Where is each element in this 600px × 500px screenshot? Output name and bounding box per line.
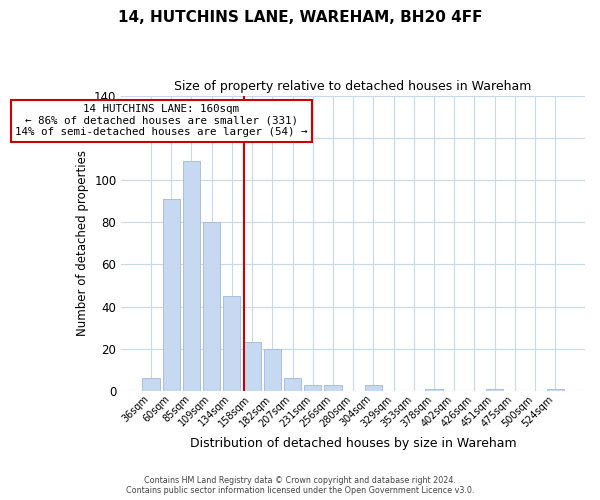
- Bar: [223, 296, 241, 391]
- Text: Contains HM Land Registry data © Crown copyright and database right 2024.
Contai: Contains HM Land Registry data © Crown c…: [126, 476, 474, 495]
- Bar: [284, 378, 301, 391]
- Bar: [325, 384, 341, 391]
- Bar: [547, 389, 564, 391]
- Text: 14 HUTCHINS LANE: 160sqm
← 86% of detached houses are smaller (331)
14% of semi-: 14 HUTCHINS LANE: 160sqm ← 86% of detach…: [15, 104, 307, 137]
- Bar: [142, 378, 160, 391]
- Text: 14, HUTCHINS LANE, WAREHAM, BH20 4FF: 14, HUTCHINS LANE, WAREHAM, BH20 4FF: [118, 10, 482, 25]
- Bar: [304, 384, 322, 391]
- X-axis label: Distribution of detached houses by size in Wareham: Distribution of detached houses by size …: [190, 437, 517, 450]
- Title: Size of property relative to detached houses in Wareham: Size of property relative to detached ho…: [175, 80, 532, 93]
- Bar: [264, 349, 281, 391]
- Bar: [203, 222, 220, 391]
- Bar: [244, 342, 260, 391]
- Bar: [183, 161, 200, 391]
- Bar: [425, 389, 443, 391]
- Bar: [486, 389, 503, 391]
- Y-axis label: Number of detached properties: Number of detached properties: [76, 150, 89, 336]
- Bar: [365, 384, 382, 391]
- Bar: [163, 199, 180, 391]
